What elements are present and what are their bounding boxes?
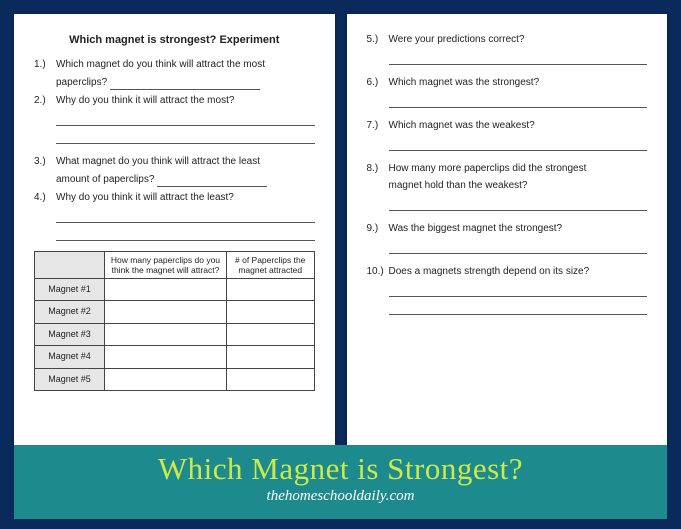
data-cell (105, 323, 227, 346)
question-2: 2.) Why do you think it will attract the… (34, 93, 315, 108)
data-table: How many paperclips do you think the mag… (34, 251, 315, 392)
answer-blank (110, 79, 260, 90)
answer-blank (56, 227, 315, 241)
row-label: Magnet #4 (35, 346, 105, 369)
worksheet-page-2: 5.) Were your predictions correct? 6.) W… (347, 14, 668, 445)
answer-blank (56, 209, 315, 223)
pages-container: Which magnet is strongest? Experiment 1.… (0, 0, 681, 445)
q-num: 10.) (367, 264, 389, 279)
row-label: Magnet #1 (35, 278, 105, 301)
question-8-line2: magnet hold than the weakest? (367, 178, 648, 193)
data-cell (105, 346, 227, 369)
q-text-cont: paperclips? (56, 77, 107, 88)
q-num: 1.) (34, 57, 56, 72)
data-cell (226, 368, 314, 391)
answer-blank (389, 301, 648, 315)
q-num: 4.) (34, 190, 56, 205)
table-row: Magnet #2 (35, 301, 315, 324)
answer-blank (389, 240, 648, 254)
answer-blank (157, 176, 267, 187)
q-text: Why do you think it will attract the mos… (56, 93, 315, 108)
table-col-header: How many paperclips do you think the mag… (105, 251, 227, 278)
q-num: 2.) (34, 93, 56, 108)
q-num: 5.) (367, 32, 389, 47)
data-cell (105, 278, 227, 301)
data-cell (226, 323, 314, 346)
data-cell (226, 278, 314, 301)
q-text: Why do you think it will attract the lea… (56, 190, 315, 205)
q-text-cont: magnet hold than the weakest? (389, 178, 648, 193)
data-cell (226, 346, 314, 369)
title-banner: Which Magnet is Strongest? thehomeschool… (14, 445, 667, 519)
q-num: 8.) (367, 161, 389, 176)
banner-subtitle: thehomeschooldaily.com (14, 488, 667, 505)
q-num: 6.) (367, 75, 389, 90)
question-1: 1.) Which magnet do you think will attra… (34, 57, 315, 72)
q-text: Does a magnets strength depend on its si… (389, 264, 648, 279)
worksheet-page-1: Which magnet is strongest? Experiment 1.… (14, 14, 335, 445)
q-text: Which magnet was the weakest? (389, 118, 648, 133)
answer-blank (389, 137, 648, 151)
q-num: 7.) (367, 118, 389, 133)
table-row: Magnet #5 (35, 368, 315, 391)
table-row: Magnet #1 (35, 278, 315, 301)
data-cell (105, 368, 227, 391)
question-7: 7.) Which magnet was the weakest? (367, 118, 648, 133)
question-10: 10.) Does a magnets strength depend on i… (367, 264, 648, 279)
page-title: Which magnet is strongest? Experiment (34, 32, 315, 49)
q-text: Which magnet was the strongest? (389, 75, 648, 90)
q-text: Was the biggest magnet the strongest? (389, 221, 648, 236)
row-label: Magnet #5 (35, 368, 105, 391)
table-corner (35, 251, 105, 278)
question-9: 9.) Was the biggest magnet the strongest… (367, 221, 648, 236)
answer-blank (389, 51, 648, 65)
q-text: Were your predictions correct? (389, 32, 648, 47)
q-num: 9.) (367, 221, 389, 236)
q-num: 3.) (34, 154, 56, 169)
answer-blank (389, 283, 648, 297)
q-text: Which magnet do you think will attract t… (56, 57, 315, 72)
q-text: What magnet do you think will attract th… (56, 154, 315, 169)
question-1-line2: paperclips? (34, 75, 315, 90)
question-8: 8.) How many more paperclips did the str… (367, 161, 648, 176)
q-text: How many more paperclips did the stronge… (389, 161, 648, 176)
table-row: Magnet #3 (35, 323, 315, 346)
row-label: Magnet #3 (35, 323, 105, 346)
row-label: Magnet #2 (35, 301, 105, 324)
answer-blank (56, 130, 315, 144)
question-3-line2: amount of paperclips? (34, 172, 315, 187)
data-cell (105, 301, 227, 324)
question-3: 3.) What magnet do you think will attrac… (34, 154, 315, 169)
table-col-header: # of Paperclips the magnet attracted (226, 251, 314, 278)
q-text-cont: amount of paperclips? (56, 174, 154, 185)
data-cell (226, 301, 314, 324)
question-4: 4.) Why do you think it will attract the… (34, 190, 315, 205)
banner-title: Which Magnet is Strongest? (14, 451, 667, 487)
answer-blank (389, 197, 648, 211)
table-row: Magnet #4 (35, 346, 315, 369)
question-5: 5.) Were your predictions correct? (367, 32, 648, 47)
question-6: 6.) Which magnet was the strongest? (367, 75, 648, 90)
answer-blank (389, 94, 648, 108)
answer-blank (56, 112, 315, 126)
